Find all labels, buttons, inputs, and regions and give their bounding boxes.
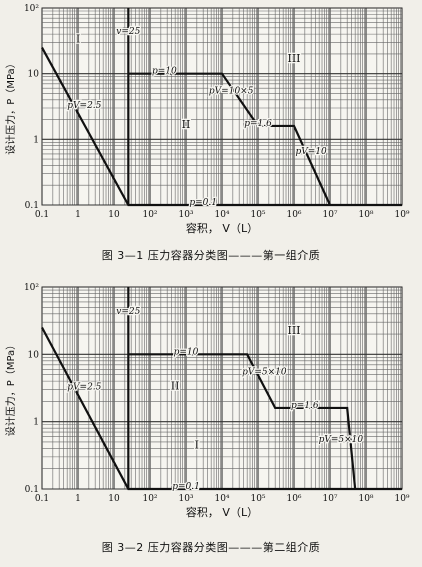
y-tick-label: 10²: [24, 283, 39, 293]
annotation-label: p=0.1: [189, 198, 217, 208]
y-tick-label: 10: [28, 350, 40, 360]
x-tick-label: 10⁴: [214, 494, 229, 504]
annotation-label: p=1.6: [244, 119, 272, 129]
x-tick-label: 10²: [142, 494, 157, 504]
x-tick-label: 10: [108, 210, 120, 220]
chart-1-caption: 图 3—1 压力容器分类图———第一组介质: [101, 249, 321, 262]
boundary-lines: [41, 8, 402, 207]
chart-1: 0.1 1 10 10² 10³ 10⁴ 10⁵ 10⁶ 10⁷ 10⁸ 10⁹ 0.1 1 10 10² 容…: [0, 0, 422, 245]
chart-1-svg: 0.1 1 10 10² 10³ 10⁴ 10⁵ 10⁶ 10⁷ 10⁸ 10⁹ 0.1 1 10 10² 容…: [4, 4, 410, 235]
annotation-label: III: [287, 52, 300, 65]
annotation-label: I: [195, 438, 199, 451]
x-tick-label: 10⁸: [358, 494, 373, 504]
x-tick-label: 10⁴: [214, 210, 229, 220]
chart-2-caption: 图 3—2 压力容器分类图———第二组介质: [101, 541, 321, 554]
x-tick-label: 10²: [142, 210, 157, 220]
annotations: IIIIIIv=25p=10pV=2.5pV=10×5p=1.6pV=10p=0…: [66, 26, 328, 209]
y-tick-labels: 0.1 1 10 10²: [24, 4, 39, 211]
y-tick-label: 10²: [24, 4, 39, 14]
boundary-line: [128, 72, 332, 206]
x-tick-label: 10⁵: [250, 210, 265, 220]
y-axis-label: 设计压力，P（MPa）: [4, 58, 17, 154]
annotation-label: pV=2.5: [67, 101, 101, 111]
annotation-label: pV=5×10: [319, 435, 364, 445]
x-tick-label: 10⁸: [358, 210, 373, 220]
annotation-label: II: [171, 380, 180, 393]
annotations: IIIIIIv=25p=10pV=2.5pV=5×10p=1.6pV=5×10p…: [66, 306, 365, 494]
y-tick-labels: 0.1 1 10 10²: [24, 283, 39, 495]
chart-2: 0.1 1 10 10² 10³ 10⁴ 10⁵ 10⁶ 10⁷ 10⁸ 10⁹ 0.1 1 10 10² 容…: [0, 280, 422, 540]
y-tick-label: 0.1: [25, 201, 39, 211]
y-tick-label: 1: [33, 418, 39, 428]
x-tick-label: 1: [75, 210, 81, 220]
x-tick-label: 10⁷: [322, 494, 337, 504]
annotation-label: p=10: [152, 67, 177, 77]
x-tick-label: 10⁶: [286, 210, 301, 220]
x-tick-label: 10: [108, 494, 120, 504]
annotation-label: v=25: [116, 27, 140, 37]
annotation-label: p=10: [174, 347, 199, 357]
y-axis-label: 设计压力，P（MPa）: [4, 340, 17, 436]
gridlines: [41, 287, 402, 490]
x-tick-labels: 0.1 1 10 10² 10³ 10⁴ 10⁵ 10⁶ 10⁷ 10⁸ 10⁹: [35, 494, 410, 504]
boundary-line: [128, 353, 357, 490]
y-tick-label: 1: [33, 135, 39, 145]
annotation-label: v=25: [116, 307, 140, 317]
x-axis-label: 容积， V（L）: [186, 505, 258, 519]
annotation-label: II: [182, 118, 191, 131]
x-tick-label: 10⁵: [250, 494, 265, 504]
y-tick-label: 0.1: [25, 485, 39, 495]
boundary-lines: [41, 287, 402, 491]
x-tick-label: 10⁶: [286, 494, 301, 504]
x-tick-label: 10⁹: [394, 210, 409, 220]
y-tick-label: 10: [28, 70, 40, 80]
annotation-label: pV=2.5: [67, 383, 101, 393]
x-tick-label: 0.1: [35, 494, 49, 504]
chart-2-svg: 0.1 1 10 10² 10³ 10⁴ 10⁵ 10⁶ 10⁷ 10⁸ 10⁹ 0.1 1 10 10² 容…: [4, 283, 410, 519]
annotation-label: p=0.1: [172, 482, 200, 492]
x-tick-label: 1: [75, 494, 81, 504]
x-tick-label: 10⁷: [322, 210, 337, 220]
x-tick-label: 0.1: [35, 210, 49, 220]
annotation-label: pV=10×5: [209, 86, 254, 96]
x-tick-labels: 0.1 1 10 10² 10³ 10⁴ 10⁵ 10⁶ 10⁷ 10⁸ 10⁹: [35, 210, 410, 220]
annotation-label: I: [76, 32, 80, 45]
annotation-label: pV=10: [296, 147, 328, 157]
x-tick-label: 10³: [178, 494, 193, 504]
x-tick-label: 10⁹: [394, 494, 409, 504]
annotation-label: pV=5×10: [242, 368, 287, 378]
x-tick-label: 10³: [178, 210, 193, 220]
annotation-label: p=1.6: [291, 401, 319, 411]
annotation-label: III: [287, 324, 300, 337]
x-axis-label: 容积， V（L）: [186, 221, 258, 235]
